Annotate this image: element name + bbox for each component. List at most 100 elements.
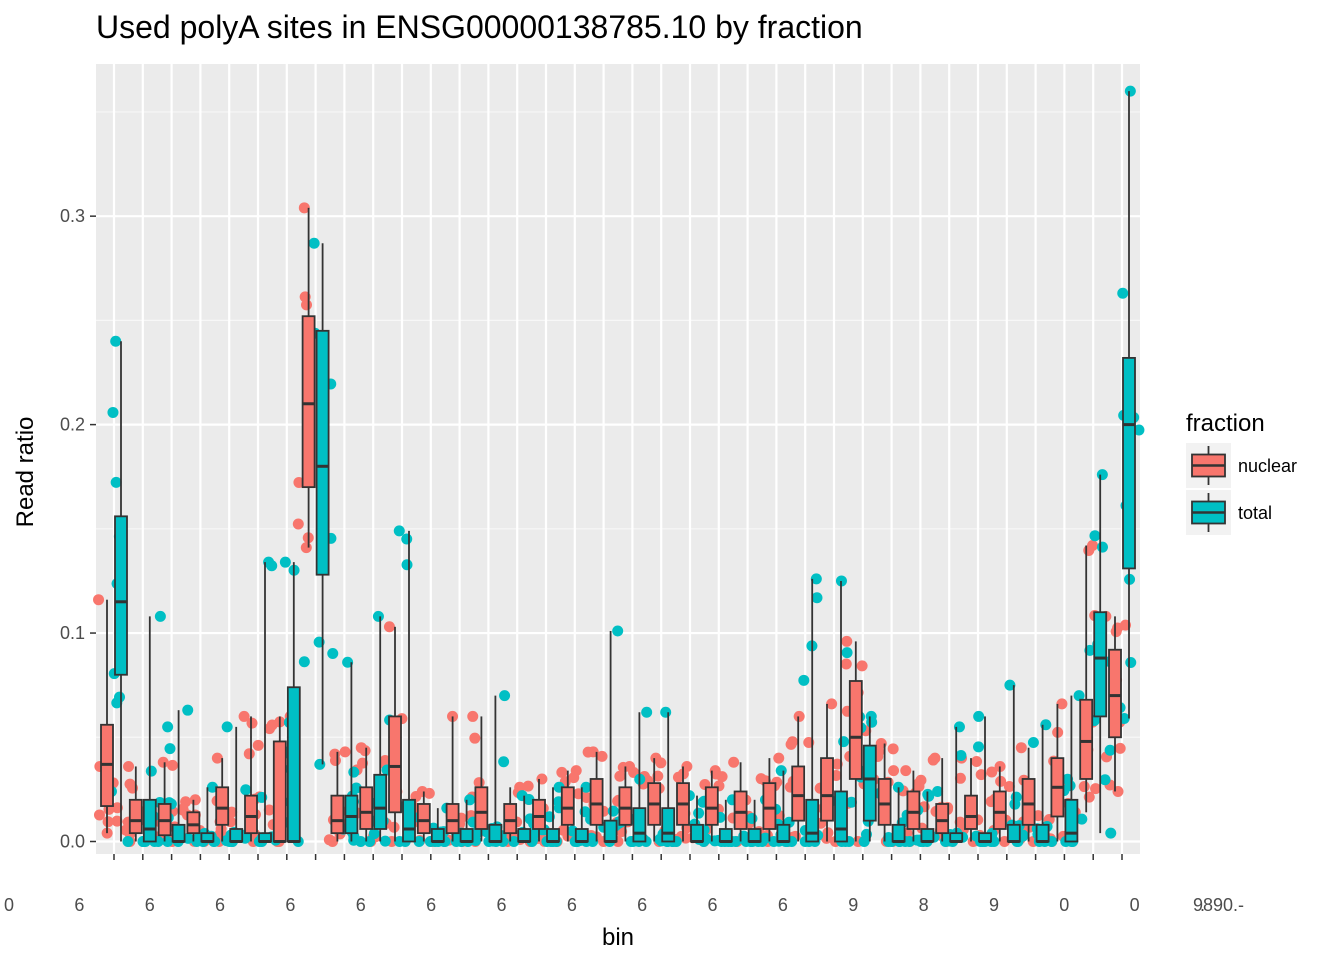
data-point	[580, 781, 592, 793]
box	[315, 329, 330, 576]
data-point	[1027, 736, 1039, 748]
data-point	[301, 299, 313, 311]
data-point	[182, 704, 194, 716]
data-point	[339, 746, 351, 758]
x-tick-label: 9	[989, 895, 999, 915]
x-tick-label: 6	[285, 895, 295, 915]
data-point	[93, 809, 105, 821]
data-point	[123, 760, 135, 772]
box	[388, 715, 402, 814]
data-point	[557, 824, 569, 836]
x-tick-label: .	[1200, 895, 1205, 915]
data-point	[293, 476, 305, 488]
box	[920, 828, 935, 843]
data-point	[508, 835, 520, 847]
data-point	[971, 756, 983, 768]
x-tick-label: 6	[426, 895, 436, 915]
data-point	[252, 739, 264, 751]
box	[805, 798, 820, 843]
data-point	[111, 802, 123, 814]
legend-keys: nuclear total	[1186, 443, 1297, 535]
data-point	[1009, 798, 1021, 810]
data-point	[975, 769, 987, 781]
box	[416, 803, 431, 835]
data-point	[110, 335, 122, 347]
x-tick-label: 6	[145, 895, 155, 915]
x-tick-label: 0	[1130, 895, 1140, 915]
box	[891, 823, 906, 843]
box	[574, 828, 589, 843]
box	[142, 798, 157, 843]
box	[1006, 823, 1021, 843]
data-point	[379, 835, 391, 847]
data-point	[102, 816, 114, 828]
data-point	[716, 771, 728, 783]
boxes	[100, 91, 1136, 843]
data-point	[206, 781, 218, 793]
data-point	[298, 202, 310, 214]
data-point	[596, 750, 608, 762]
data-point	[1015, 742, 1027, 754]
data-point	[314, 758, 326, 770]
data-point	[1133, 424, 1145, 436]
data-point	[900, 765, 912, 777]
box	[359, 786, 374, 830]
data-point	[266, 560, 278, 572]
box	[474, 786, 489, 830]
data-point	[164, 743, 176, 755]
data-point	[111, 815, 123, 827]
data-point	[221, 721, 233, 733]
data-point	[189, 794, 201, 806]
x-tick-label: 6	[215, 895, 225, 915]
legend-title: fraction	[1186, 410, 1265, 437]
data-point	[120, 824, 132, 836]
data-point	[238, 710, 250, 722]
data-point	[300, 542, 312, 554]
legend-label: nuclear	[1238, 456, 1297, 476]
box	[1122, 357, 1136, 570]
x-tick-label: 0	[4, 895, 14, 915]
x-tick-label: 6	[637, 895, 647, 915]
data-point	[810, 573, 822, 585]
box	[402, 798, 416, 843]
data-point	[607, 805, 619, 817]
legend-label: total	[1238, 503, 1272, 523]
data-point	[973, 741, 985, 753]
box	[1108, 648, 1122, 739]
data-point	[1125, 656, 1137, 668]
x-tick-label: 6	[708, 895, 718, 915]
box	[171, 823, 186, 843]
box	[1064, 798, 1079, 843]
data-point	[423, 787, 435, 799]
box	[301, 315, 316, 489]
y-tick-label: 0.3	[60, 206, 85, 226]
box	[532, 798, 546, 830]
x-tick-label: 6	[567, 895, 577, 915]
box	[762, 782, 777, 830]
data-point	[279, 556, 291, 568]
data-point	[1096, 541, 1108, 553]
x-tick-label: 0	[1059, 895, 1069, 915]
data-point	[954, 816, 966, 828]
data-point	[913, 780, 925, 792]
data-point	[263, 804, 275, 816]
data-point	[660, 706, 672, 718]
data-point	[1117, 287, 1129, 299]
box	[733, 790, 748, 830]
data-point	[107, 406, 119, 418]
data-point	[167, 759, 179, 771]
data-point	[1084, 644, 1096, 656]
data-point	[923, 790, 935, 802]
plot-panel	[96, 64, 1140, 854]
data-point	[955, 750, 967, 762]
data-point	[523, 794, 535, 806]
data-point	[883, 835, 895, 847]
data-point	[840, 658, 852, 670]
data-point	[467, 710, 479, 722]
data-point	[655, 757, 667, 769]
box	[589, 778, 604, 826]
y-tick-label: 0.1	[60, 623, 85, 643]
data-point	[329, 755, 341, 767]
data-point	[1056, 698, 1068, 710]
